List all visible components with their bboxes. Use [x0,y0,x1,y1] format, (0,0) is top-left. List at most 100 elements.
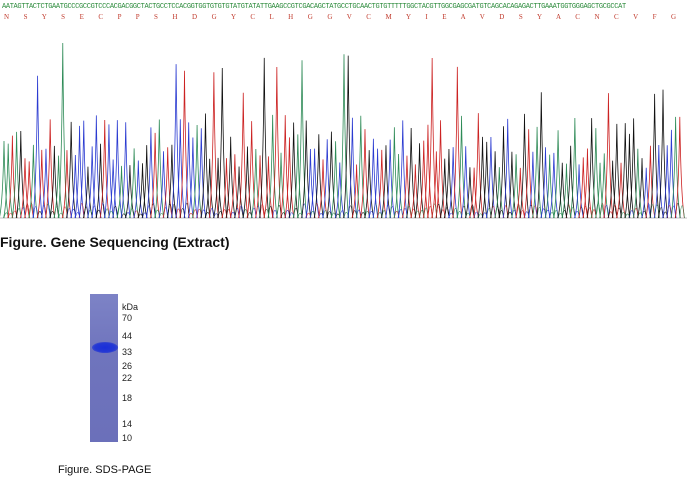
trace-peak [259,57,270,219]
trace-peak [435,120,446,219]
trace-peak [376,149,387,219]
trace-peak [343,55,354,219]
trace-peak [620,123,631,219]
trace-peak [271,67,282,219]
trace-peak [359,129,370,219]
trace-peak [532,126,543,219]
trace-peak [452,66,463,219]
trace-peak [322,139,333,219]
trace-peak [422,124,433,219]
trace-peak [334,162,345,219]
sds-page-caption: Figure. SDS-PAGE [58,464,152,476]
trace-peak [460,146,471,219]
trace-peak [464,167,475,219]
trace-peak [511,154,522,219]
trace-peak [112,120,123,219]
trace-peak [179,70,190,219]
trace-peak [641,167,652,219]
trace-peak [574,164,585,219]
trace-peak [3,143,14,219]
trace-peak [578,157,589,219]
trace-peak [431,151,442,219]
trace-peak [389,127,400,219]
protein-band [92,342,118,353]
trace-peak [586,118,597,219]
trace-peak [397,120,408,219]
trace-peak [662,145,673,219]
trace-peak [246,121,257,219]
trace-peak [40,148,51,219]
trace-peak [45,119,56,219]
trace-peak [637,158,648,219]
trace-peak [221,158,232,219]
trace-peak [53,155,64,219]
trace-peak [171,64,182,219]
trace-peak [70,154,81,219]
trace-peak [120,122,131,219]
trace-peak [133,160,144,219]
trace-peak [175,119,186,219]
trace-peak [448,147,459,219]
trace-peak [632,148,643,219]
trace-peak [11,131,22,219]
trace-peak [87,146,98,219]
trace-peak [196,128,207,219]
trace-peak [166,144,177,219]
trace-peak [288,122,299,219]
trace-peak [540,147,551,219]
marker-14: 14 [122,419,133,429]
trace-peak [494,167,505,219]
trace-peak [234,166,245,219]
dna-sequence: AATAGTTACTCTGAATGCCCGCCGTCCCACGACGGCTACT… [2,3,626,11]
trace-peak [481,141,492,219]
sequencing-caption: Figure. Gene Sequencing (Extract) [0,234,230,250]
trace-peak [284,137,295,219]
trace-peak [477,136,488,219]
trace-peak [473,113,484,219]
trace-peak [309,148,320,219]
trace-peak [599,153,610,219]
trace-peak [385,139,396,219]
trace-peak [561,163,572,219]
trace-peak [91,115,102,219]
trace-peak [351,164,362,219]
trace-peak [32,75,43,219]
trace-peak [7,135,18,219]
trace-peak [255,155,266,219]
trace-peak [183,122,194,219]
trace-peak [485,136,496,219]
trace-peak [443,149,454,219]
trace-peak [553,130,564,219]
trace-peak [326,131,337,219]
trace-peak [192,124,203,219]
trace-peak [498,126,509,219]
trace-noise [259,203,265,219]
trace-peak [187,137,198,219]
trace-peak [565,145,576,219]
trace-peak [649,93,660,219]
trace-peak [536,92,547,219]
trace-peak [99,120,110,219]
trace-peak [74,125,85,219]
trace-peak [393,153,404,219]
trace-peak [200,113,211,219]
amino-acid-sequence: N S Y S E C P P S H D G Y C L H G G V C … [4,13,687,21]
trace-peak [229,154,240,219]
chromatogram-trace [0,42,687,219]
trace-peak [204,158,215,219]
trace-peak [603,93,614,219]
trace-peak [410,164,421,219]
trace-peak [129,148,140,219]
trace-peak [154,119,165,219]
trace-peak [653,144,664,219]
trace-peak [628,118,639,219]
trace-peak [263,156,274,219]
trace-peak [116,165,127,219]
trace-peak [141,145,152,219]
marker-44: 44 [122,331,133,341]
trace-peak [292,134,303,219]
trace-peak [49,145,60,219]
trace-peak [297,60,308,219]
trace-peak [267,114,278,219]
trace-peak [502,118,513,219]
